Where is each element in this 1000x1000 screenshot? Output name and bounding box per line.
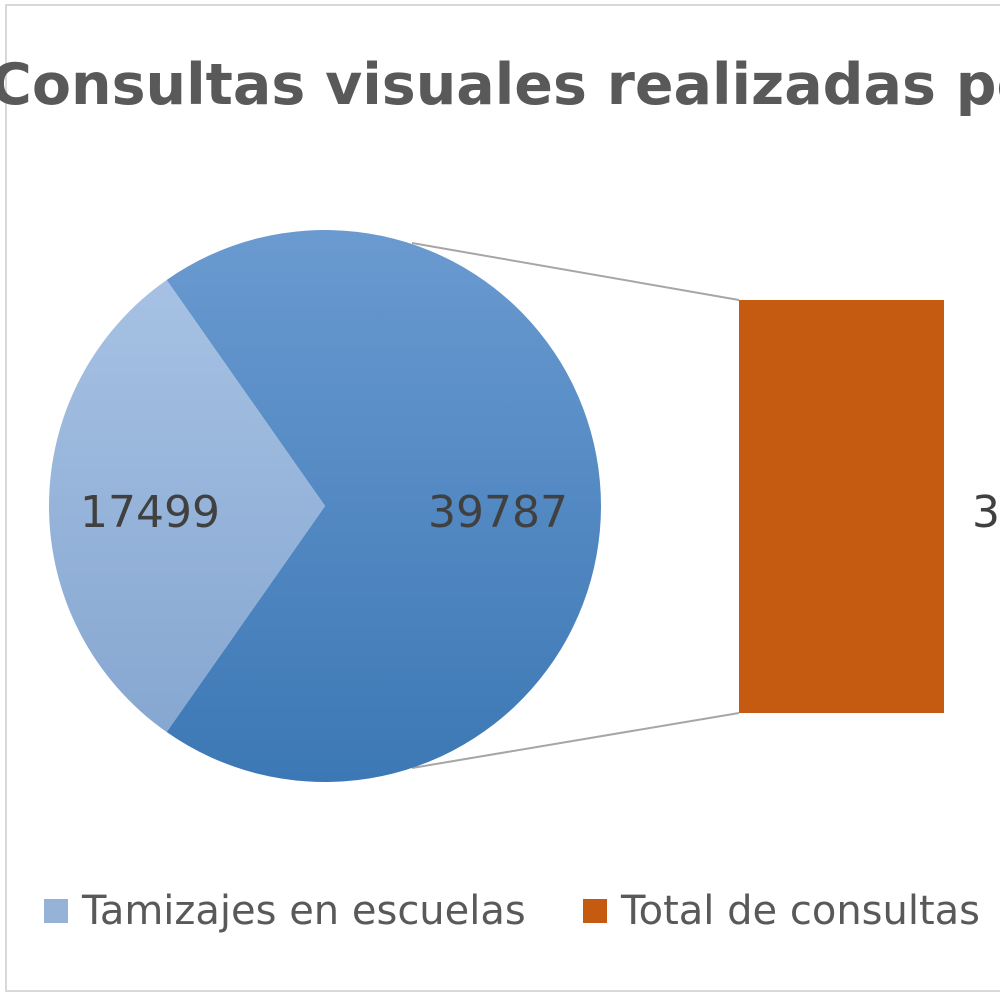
- chart-title: Consultas visuales realizadas por FO: [0, 52, 1000, 118]
- pie-slice-tamizajes: [48, 279, 325, 733]
- secondary-bar: [739, 300, 944, 713]
- legend-swatch-tamizajes: [44, 899, 68, 923]
- connector-lines: [411, 242, 740, 769]
- legend-swatch-total: [583, 899, 607, 923]
- connector-line-bottom: [411, 712, 740, 769]
- pie-slice-total: [166, 230, 601, 783]
- bar-total-de-consultas: [739, 300, 944, 713]
- data-label-total: 39787: [428, 487, 568, 538]
- pie-slices: [48, 230, 601, 783]
- legend-item-total: Total de consultas: [583, 888, 980, 934]
- legend-item-tamizajes: Tamizajes en escuelas: [44, 888, 526, 934]
- data-label-bar: 3: [972, 487, 1000, 538]
- data-labels: 17499 39787 3: [80, 487, 1000, 538]
- data-label-tamizajes: 17499: [80, 487, 220, 538]
- chart-legend: Tamizajes en escuelas Total de consultas: [0, 888, 1000, 958]
- connector-line-top: [411, 242, 740, 301]
- chart-border: [5, 4, 1000, 992]
- legend-label-tamizajes: Tamizajes en escuelas: [82, 888, 526, 934]
- legend-label-total: Total de consultas: [621, 888, 981, 934]
